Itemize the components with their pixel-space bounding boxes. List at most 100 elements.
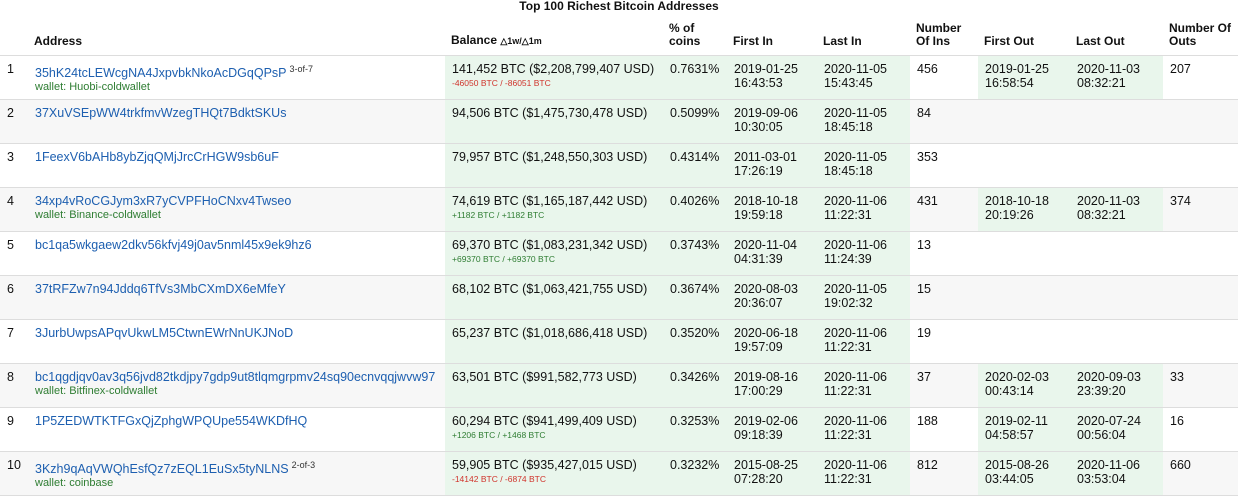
row: 5 bc1qa5wkgaew2dkv56kfvj49j0av5nml45x9ek9… xyxy=(0,231,1238,276)
header-row: Address Balance △1w/△1m % of coins First… xyxy=(0,14,1238,56)
first-in: 2019-01-25 16:43:53 xyxy=(727,55,817,100)
last-out xyxy=(1070,99,1163,144)
rank: 3 xyxy=(0,143,28,188)
first-out xyxy=(978,231,1070,276)
rank: 6 xyxy=(0,275,28,320)
number-of-ins: 431 xyxy=(910,187,978,232)
percent: 0.3743% xyxy=(663,231,727,276)
address-link[interactable]: 37XuVSEpWW4trkfmvWzegTHQt7BdktSKUs xyxy=(35,106,287,120)
header: First Out xyxy=(978,14,1070,56)
first-in: 2019-02-06 09:18:39 xyxy=(727,407,817,452)
balance-cell: 94,506 BTC ($1,475,730,478 USD) xyxy=(445,99,663,144)
last-out: 2020-11-03 08:32:21 xyxy=(1070,187,1163,232)
address-line: 37tRFZw7n94Jddq6TfVs3MbCXmDX6eMfeY xyxy=(35,282,439,296)
balance: 60,294 BTC ($941,499,409 USD) xyxy=(452,414,637,428)
first-out xyxy=(978,319,1070,364)
balance-change: +1206 BTC / +1468 BTC xyxy=(452,430,546,440)
first-in: 2020-11-04 04:31:39 xyxy=(727,231,817,276)
rank: 4 xyxy=(0,187,28,232)
percent: 0.3426% xyxy=(663,363,727,408)
address-line: 3Kzh9qAqVWQhEsfQz7zEQL1EuSx5tyNLNS 2-of-3 xyxy=(35,458,439,476)
balance-cell: 65,237 BTC ($1,018,686,418 USD) xyxy=(445,319,663,364)
address-link[interactable]: bc1qgdjqv0av3q56jvd82tkdjpy7gdp9ut8tlqmg… xyxy=(35,370,436,384)
address-link[interactable]: 3Kzh9qAqVWQhEsfQz7zEQL1EuSx5tyNLNS xyxy=(35,462,289,477)
address-cell: 37XuVSEpWW4trkfmvWzegTHQt7BdktSKUs xyxy=(28,99,445,144)
last-in: 2020-11-05 18:45:18 xyxy=(817,99,910,144)
last-out xyxy=(1070,275,1163,320)
number-of-ins: 13 xyxy=(910,231,978,276)
address-link[interactable]: 37tRFZw7n94Jddq6TfVs3MbCXmDX6eMfeY xyxy=(35,282,286,296)
first-in: 2015-08-25 07:28:20 xyxy=(727,451,817,496)
page-title: Top 100 Richest Bitcoin Addresses xyxy=(519,0,719,13)
balance-cell: 141,452 BTC ($2,208,799,407 USD) -46050 B… xyxy=(445,55,663,100)
address-cell: 35hK24tcLEWcgNA4JxpvbkNkoAcDGqQPsP 3-of-7… xyxy=(28,55,445,100)
last-in: 2020-11-05 15:43:45 xyxy=(817,55,910,100)
address-cell: 3Kzh9qAqVWQhEsfQz7zEQL1EuSx5tyNLNS 2-of-3… xyxy=(28,451,445,496)
header-sub: △1w/△1m xyxy=(500,36,542,46)
address-line: 37XuVSEpWW4trkfmvWzegTHQt7BdktSKUs xyxy=(35,106,439,120)
address-link[interactable]: 1P5ZEDWTKTFGxQjZphgWPQUpe554WKDfHQ xyxy=(35,414,308,428)
balance: 79,957 BTC ($1,248,550,303 USD) xyxy=(452,150,648,164)
last-out xyxy=(1070,319,1163,364)
row: 10 3Kzh9qAqVWQhEsfQz7zEQL1EuSx5tyNLNS 2-of… xyxy=(0,451,1238,496)
address-link[interactable]: bc1qa5wkgaew2dkv56kfvj49j0av5nml45x9ek9h… xyxy=(35,238,312,252)
last-in: 2020-11-06 11:22:31 xyxy=(817,187,910,232)
last-out: 2020-11-06 03:53:04 xyxy=(1070,451,1163,496)
rank: 2 xyxy=(0,99,28,144)
number-of-outs xyxy=(1163,275,1238,320)
address-line: 3JurbUwpsAPqvUkwLM5CtwnEWrNnUKJNoD xyxy=(35,326,439,340)
header: First In xyxy=(727,14,817,56)
row: 3 1FeexV6bAHb8ybZjqQMjJrcCrHGW9sb6uF 79,95… xyxy=(0,143,1238,188)
number-of-ins: 456 xyxy=(910,55,978,100)
first-in: 2019-09-06 10:30:05 xyxy=(727,99,817,144)
number-of-ins: 812 xyxy=(910,451,978,496)
balance-cell: 60,294 BTC ($941,499,409 USD) +1206 BTC /… xyxy=(445,407,663,452)
balance-change: +69370 BTC / +69370 BTC xyxy=(452,254,556,264)
percent: 0.4314% xyxy=(663,143,727,188)
last-out: 2020-07-24 00:56:04 xyxy=(1070,407,1163,452)
balance-cell: 74,619 BTC ($1,165,187,442 USD) +1182 BTC… xyxy=(445,187,663,232)
last-out: 2020-11-03 08:32:21 xyxy=(1070,55,1163,100)
address-line: 34xp4vRoCGJym3xR7yCVPFHoCNxv4Twseo xyxy=(35,194,439,208)
row: 2 37XuVSEpWW4trkfmvWzegTHQt7BdktSKUs 94,50… xyxy=(0,99,1238,144)
balance: 68,102 BTC ($1,063,421,755 USD) xyxy=(452,282,648,296)
balance-change: -14142 BTC / -6874 BTC xyxy=(452,474,547,484)
balance: 65,237 BTC ($1,018,686,418 USD) xyxy=(452,326,648,340)
percent: 0.7631% xyxy=(663,55,727,100)
rank: 9 xyxy=(0,407,28,452)
address-link[interactable]: 34xp4vRoCGJym3xR7yCVPFHoCNxv4Twseo xyxy=(35,194,292,208)
balance-cell: 79,957 BTC ($1,248,550,303 USD) xyxy=(445,143,663,188)
address-link[interactable]: 3JurbUwpsAPqvUkwLM5CtwnEWrNnUKJNoD xyxy=(35,326,294,340)
address-link[interactable]: 35hK24tcLEWcgNA4JxpvbkNkoAcDGqQPsP xyxy=(35,66,287,81)
address-cell: 1FeexV6bAHb8ybZjqQMjJrcCrHGW9sb6uF xyxy=(28,143,445,188)
address-cell: 1P5ZEDWTKTFGxQjZphgWPQUpe554WKDfHQ xyxy=(28,407,445,452)
row: 6 37tRFZw7n94Jddq6TfVs3MbCXmDX6eMfeY 68,10… xyxy=(0,275,1238,320)
wallet-label: wallet: Bitfinex-coldwallet xyxy=(35,385,158,397)
balance-cell: 59,905 BTC ($935,427,015 USD) -14142 BTC … xyxy=(445,451,663,496)
addresses-table: Address Balance △1w/△1m % of coins First… xyxy=(0,14,1238,496)
last-out xyxy=(1070,143,1163,188)
balance: 94,506 BTC ($1,475,730,478 USD) xyxy=(452,106,648,120)
balance: 63,501 BTC ($991,582,773 USD) xyxy=(452,370,637,384)
first-out: 2020-02-03 00:43:14 xyxy=(978,363,1070,408)
first-out xyxy=(978,275,1070,320)
first-out: 2019-02-11 04:58:57 xyxy=(978,407,1070,452)
address-line: bc1qa5wkgaew2dkv56kfvj49j0av5nml45x9ek9h… xyxy=(35,238,439,252)
address-cell: 37tRFZw7n94Jddq6TfVs3MbCXmDX6eMfeY xyxy=(28,275,445,320)
last-in: 2020-11-06 11:22:31 xyxy=(817,407,910,452)
wallet-label: wallet: Huobi-coldwallet xyxy=(35,81,150,94)
address-link[interactable]: 1FeexV6bAHb8ybZjqQMjJrcCrHGW9sb6uF xyxy=(35,150,279,164)
header: Number Of Outs xyxy=(1163,14,1238,56)
number-of-outs: 33 xyxy=(1163,363,1238,408)
number-of-outs: 16 xyxy=(1163,407,1238,452)
first-in: 2018-10-18 19:59:18 xyxy=(727,187,817,232)
last-out: 2020-09-03 23:39:20 xyxy=(1070,363,1163,408)
address-cell: 34xp4vRoCGJym3xR7yCVPFHoCNxv4Twseo wallet… xyxy=(28,187,445,232)
address-line: 1FeexV6bAHb8ybZjqQMjJrcCrHGW9sb6uF xyxy=(35,150,439,164)
last-out xyxy=(1070,231,1163,276)
balance: 69,370 BTC ($1,083,231,342 USD) xyxy=(452,238,648,252)
number-of-outs: 374 xyxy=(1163,187,1238,232)
percent: 0.3520% xyxy=(663,319,727,364)
balance: 141,452 BTC ($2,208,799,407 USD) xyxy=(452,62,655,76)
number-of-outs: 207 xyxy=(1163,55,1238,100)
